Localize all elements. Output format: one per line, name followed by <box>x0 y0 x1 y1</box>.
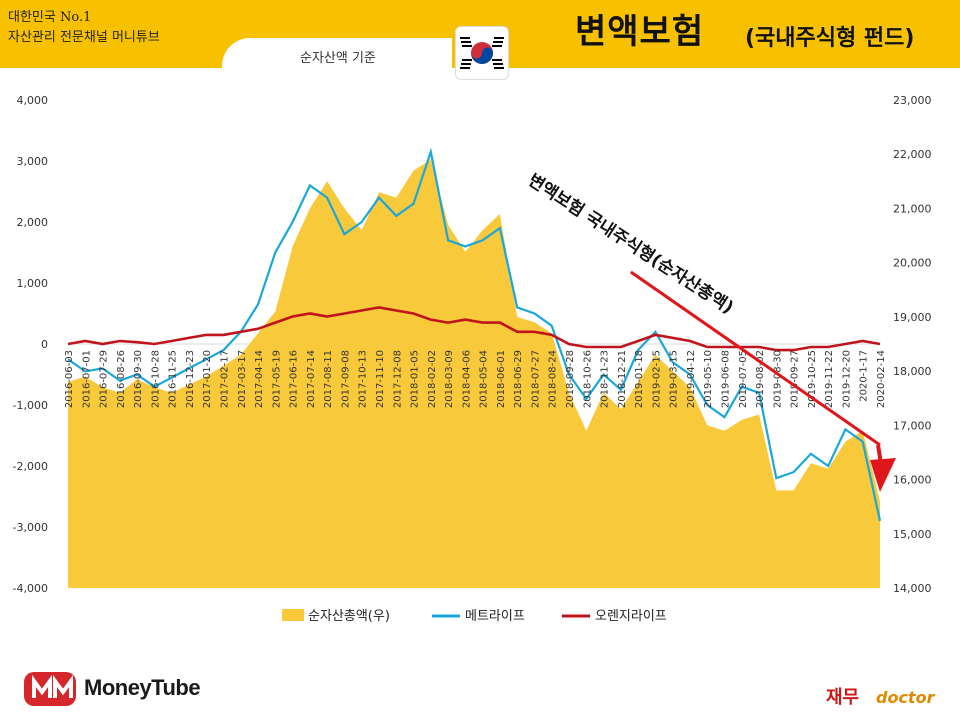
right-tick-label: 20,000 <box>893 257 932 270</box>
x-tick-label: 2017-01-20 <box>202 350 213 408</box>
x-tick-label: 2019-04-12 <box>686 350 697 408</box>
x-tick-label: 2019-11-22 <box>824 350 835 408</box>
x-tick-label: 2019-02-15 <box>651 350 662 408</box>
x-tick-label: 2018-06-01 <box>496 350 507 408</box>
x-tick-label: 2018-05-04 <box>479 350 490 408</box>
trend-arrow-line <box>629 270 881 447</box>
right-tick-label: 22,000 <box>893 148 932 161</box>
x-tick-label: 2017-02-17 <box>219 350 230 408</box>
x-tick-label: 2017-11-10 <box>375 350 386 408</box>
x-tick-label: 2019-12-20 <box>841 350 852 408</box>
x-tick-label: 2018-11-23 <box>600 350 611 408</box>
right-tick-label: 18,000 <box>893 365 932 378</box>
x-tick-label: 2017-06-16 <box>289 350 300 408</box>
right-tick-label: 16,000 <box>893 474 932 487</box>
left-tick-label: 4,000 <box>17 94 49 107</box>
legend: 순자산총액(우) 메트라이프 오렌지라이프 <box>282 609 667 624</box>
x-tick-label: 2019-01-18 <box>634 350 645 408</box>
legend-label-metlife: 메트라이프 <box>465 609 525 624</box>
legend-label-orange: 오렌지라이프 <box>595 609 667 624</box>
x-tick-label: 2019-07-05 <box>738 350 749 408</box>
x-tick-label: 2018-09-28 <box>565 350 576 408</box>
trend-arrow-head <box>870 458 896 492</box>
x-tick-label: 2016-09-30 <box>133 350 144 408</box>
x-tick-label: 2019-08-30 <box>772 350 783 408</box>
x-tick-label: 2016-12-23 <box>185 350 196 408</box>
x-tick-label: 2016-10-28 <box>150 350 161 408</box>
chart-annotation: 변액보험 국내주식형(순자산총액) <box>524 170 737 319</box>
right-tick-label: 17,000 <box>893 419 932 432</box>
x-tick-label: 2019-10-25 <box>807 350 818 408</box>
x-tick-label: 2019-03-15 <box>669 350 680 408</box>
x-tick-label: 2017-08-11 <box>323 350 334 408</box>
x-tick-label: 2017-05-19 <box>271 350 282 408</box>
x-tick-label: 2019-06-08 <box>721 350 732 408</box>
moneytube-logo-icon <box>22 668 80 712</box>
left-tick-label: -3,000 <box>13 521 48 534</box>
footer-brand: MoneyTube <box>84 675 201 700</box>
left-tick-label: 2,000 <box>17 216 49 229</box>
x-tick-label: 2019-09-27 <box>790 350 801 408</box>
x-tick-label: 2020-1-17 <box>859 350 870 402</box>
line-series-metlife <box>67 147 882 522</box>
left-tick-label: 3,000 <box>17 155 49 168</box>
right-tick-label: 14,000 <box>893 582 932 595</box>
left-tick-label: 1,000 <box>17 277 49 290</box>
x-tick-label: 2016-11-25 <box>168 350 179 408</box>
x-tick-label: 2018-06-29 <box>513 350 524 408</box>
page-title: 변액보험 <box>575 12 705 52</box>
footer-brand-right: 재무 <box>826 687 860 708</box>
legend-swatch-area <box>282 609 304 621</box>
x-tick-label: 2017-09-08 <box>340 350 351 408</box>
brand-subtitle: 자산관리 전문채널 머니튜브 <box>8 30 160 45</box>
left-tick-label: -2,000 <box>13 460 48 473</box>
x-tick-label: 2020-02-14 <box>876 350 887 408</box>
x-tick-label: 2016-06-03 <box>64 350 75 408</box>
left-tick-label: 0 <box>41 338 48 351</box>
right-tick-label: 15,000 <box>893 528 932 541</box>
legend-label-area: 순자산총액(우) <box>308 609 390 624</box>
x-tick-label: 2017-12-08 <box>392 350 403 408</box>
x-axis-ticks: 2016-06-03 2016-07-01 2016-07-29 2016-08-26… <box>64 350 887 408</box>
brand-tagline: 대한민국 No.1 <box>8 10 92 25</box>
x-tick-label: 2017-04-14 <box>254 350 265 408</box>
area-series-순자산총액 <box>68 159 880 588</box>
korea-flag-icon <box>455 26 509 80</box>
right-axis-ticks: 23,000 22,000 21,000 20,000 19,000 18,000 17,0… <box>893 94 932 595</box>
x-tick-label: 2017-03-17 <box>237 350 248 408</box>
x-tick-label: 2016-07-29 <box>99 350 110 408</box>
right-tick-label: 19,000 <box>893 311 932 324</box>
x-tick-label: 2018-07-27 <box>530 350 541 408</box>
x-tick-label: 2019-08-02 <box>755 350 766 408</box>
page-title-sub: (국내주식형 펀드) <box>745 26 915 51</box>
x-tick-label: 2018-04-06 <box>461 350 472 408</box>
x-tick-label: 2018-12-21 <box>617 350 628 408</box>
x-tick-label: 2017-07-14 <box>306 350 317 408</box>
chart-subtitle: 순자산액 기준 <box>300 51 376 66</box>
x-tick-label: 2018-02-02 <box>427 350 438 408</box>
left-tick-label: -4,000 <box>13 582 48 595</box>
x-tick-label: 2018-03-09 <box>444 350 455 408</box>
x-tick-label: 2018-01-05 <box>410 350 421 408</box>
x-tick-label: 2018-08-24 <box>548 350 559 408</box>
right-tick-label: 23,000 <box>893 94 932 107</box>
x-tick-label: 2016-07-01 <box>81 350 92 408</box>
left-tick-label: -1,000 <box>13 399 48 412</box>
x-tick-label: 2017-10-13 <box>358 350 369 408</box>
right-tick-label: 21,000 <box>893 202 932 215</box>
subtitle-tab <box>222 38 452 78</box>
x-tick-label: 2019-05-10 <box>703 350 714 408</box>
left-axis-ticks: 4,000 3,000 2,000 1,000 0 -1,000 -2,000 -3,000 -… <box>13 94 48 595</box>
x-tick-label: 2018-10-26 <box>582 350 593 408</box>
line-series-orange <box>67 306 881 352</box>
x-tick-label: 2016-08-26 <box>116 350 127 408</box>
footer-brand-right2: doctor <box>876 688 935 707</box>
trend-arrow-hook <box>876 444 890 476</box>
